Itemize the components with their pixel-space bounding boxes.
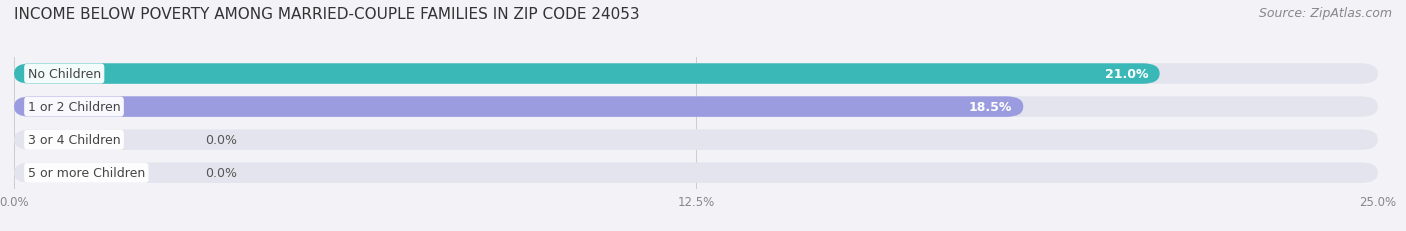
Text: 3 or 4 Children: 3 or 4 Children [28, 134, 121, 146]
Text: 18.5%: 18.5% [969, 101, 1012, 114]
FancyBboxPatch shape [14, 64, 1160, 84]
FancyBboxPatch shape [14, 97, 1378, 117]
FancyBboxPatch shape [14, 97, 1024, 117]
Text: INCOME BELOW POVERTY AMONG MARRIED-COUPLE FAMILIES IN ZIP CODE 24053: INCOME BELOW POVERTY AMONG MARRIED-COUPL… [14, 7, 640, 22]
Text: No Children: No Children [28, 68, 101, 81]
Text: 21.0%: 21.0% [1105, 68, 1149, 81]
Text: 5 or more Children: 5 or more Children [28, 167, 145, 179]
FancyBboxPatch shape [14, 130, 1378, 150]
Text: Source: ZipAtlas.com: Source: ZipAtlas.com [1258, 7, 1392, 20]
FancyBboxPatch shape [14, 64, 1378, 84]
Text: 0.0%: 0.0% [205, 167, 238, 179]
Text: 0.0%: 0.0% [205, 134, 238, 146]
FancyBboxPatch shape [14, 163, 1378, 183]
Text: 1 or 2 Children: 1 or 2 Children [28, 101, 121, 114]
